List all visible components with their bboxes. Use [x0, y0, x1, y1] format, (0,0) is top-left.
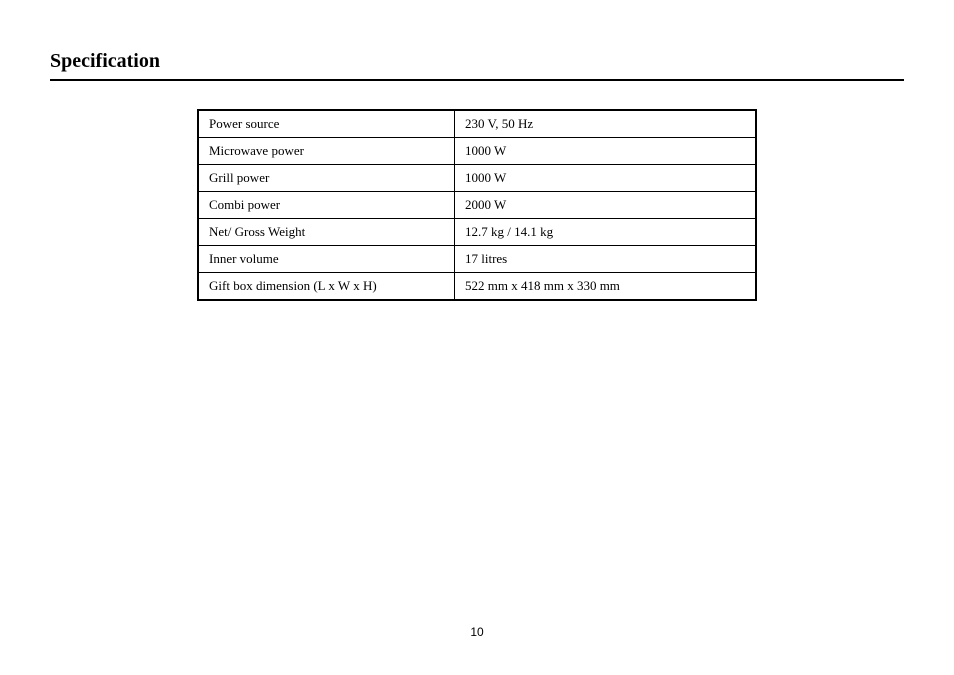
page: Specification Power source 230 V, 50 Hz … [0, 0, 954, 675]
table-row: Net/ Gross Weight 12.7 kg / 14.1 kg [198, 219, 756, 246]
table-row: Power source 230 V, 50 Hz [198, 110, 756, 138]
table-row: Gift box dimension (L x W x H) 522 mm x … [198, 273, 756, 301]
spec-value: 17 litres [455, 246, 757, 273]
table-container: Power source 230 V, 50 Hz Microwave powe… [50, 109, 904, 301]
table-row: Inner volume 17 litres [198, 246, 756, 273]
spec-value: 2000 W [455, 192, 757, 219]
spec-value: 522 mm x 418 mm x 330 mm [455, 273, 757, 301]
page-number: 10 [0, 625, 954, 639]
spec-value: 230 V, 50 Hz [455, 110, 757, 138]
spec-label: Inner volume [198, 246, 455, 273]
spec-label: Combi power [198, 192, 455, 219]
spec-value: 1000 W [455, 165, 757, 192]
spec-label: Grill power [198, 165, 455, 192]
spec-value: 12.7 kg / 14.1 kg [455, 219, 757, 246]
table-row: Combi power 2000 W [198, 192, 756, 219]
specification-table: Power source 230 V, 50 Hz Microwave powe… [197, 109, 757, 301]
spec-label: Gift box dimension (L x W x H) [198, 273, 455, 301]
table-row: Microwave power 1000 W [198, 138, 756, 165]
section-heading: Specification [50, 50, 904, 81]
table-row: Grill power 1000 W [198, 165, 756, 192]
spec-label: Power source [198, 110, 455, 138]
spec-value: 1000 W [455, 138, 757, 165]
spec-label: Net/ Gross Weight [198, 219, 455, 246]
spec-label: Microwave power [198, 138, 455, 165]
